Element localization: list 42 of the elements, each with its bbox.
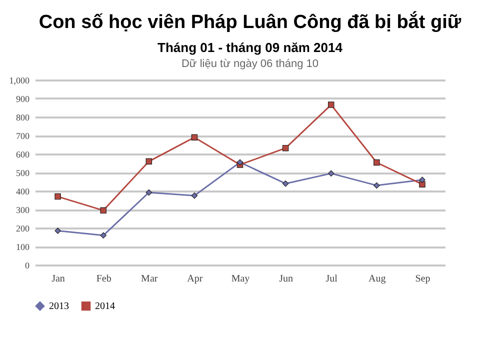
text: Dữ liệu từ ngày 06 tháng 10 bbox=[180, 58, 320, 70]
y-tick-label: 500 bbox=[16, 168, 30, 178]
point bbox=[146, 158, 152, 165]
chart-subtitle: Tháng 01 - tháng 09 năm 2014 bbox=[156, 40, 344, 55]
point bbox=[236, 159, 244, 166]
x-tick-label: Mar bbox=[141, 274, 158, 284]
point bbox=[54, 228, 61, 234]
point bbox=[419, 181, 426, 188]
point bbox=[54, 193, 61, 200]
x-tick-label: Jun bbox=[279, 274, 294, 284]
x-tick-label: Aug bbox=[368, 274, 386, 284]
point bbox=[191, 192, 198, 199]
point bbox=[146, 189, 152, 196]
y-tick-label: 700 bbox=[16, 131, 30, 141]
y-tick-label: 100 bbox=[16, 242, 30, 252]
x-tick-label: Jan bbox=[52, 274, 65, 284]
x-tick-label: Feb bbox=[96, 274, 112, 284]
legend-label: 2013 bbox=[49, 301, 69, 312]
point bbox=[282, 144, 289, 152]
legend-label: 2014 bbox=[95, 301, 115, 312]
x-tick-label: Jul bbox=[326, 274, 338, 284]
y-tick-label: 400 bbox=[16, 186, 30, 196]
x-tick-label: Sep bbox=[415, 274, 430, 284]
y-tick-label: 900 bbox=[16, 94, 30, 104]
y-tick-label: 800 bbox=[16, 112, 30, 122]
y-tick-label: 300 bbox=[16, 205, 30, 215]
point bbox=[328, 102, 334, 108]
chart-title: Con số học viên Pháp Luân Công đã bị bắt giữ bbox=[38, 12, 462, 34]
y-tick-label: 1,000 bbox=[9, 76, 30, 86]
point bbox=[374, 159, 380, 166]
point bbox=[419, 176, 426, 184]
x-tick-label: May bbox=[231, 274, 250, 284]
point bbox=[100, 207, 106, 214]
point bbox=[100, 232, 106, 239]
point bbox=[328, 170, 334, 177]
y-tick-label: 600 bbox=[16, 150, 30, 160]
point bbox=[282, 180, 289, 187]
x-tick-label: Apr bbox=[187, 274, 204, 284]
point bbox=[374, 182, 380, 189]
y-tick-label: 200 bbox=[16, 224, 30, 234]
y-tick-label: 0 bbox=[25, 260, 30, 270]
point bbox=[191, 134, 198, 140]
